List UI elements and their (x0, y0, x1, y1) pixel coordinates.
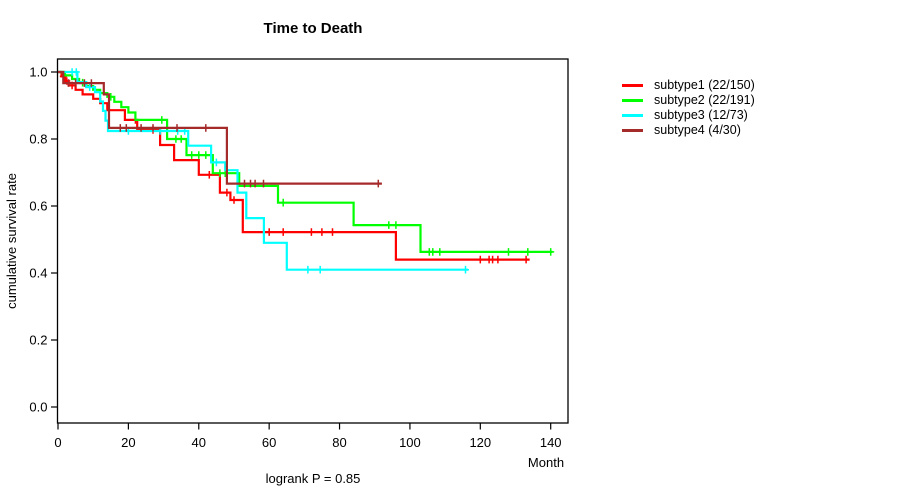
x-tick-label: 120 (469, 435, 491, 450)
legend-item-subtype1: subtype1 (22/150) (622, 78, 755, 93)
y-axis-label: cumulative survival rate (4, 173, 19, 309)
x-tick-label: 0 (54, 435, 61, 450)
logrank-annotation: logrank P = 0.85 (266, 471, 361, 486)
legend-swatch (622, 99, 643, 102)
censor-marks-subtype2 (79, 78, 555, 256)
y-tick-label: 0.8 (29, 132, 47, 147)
x-tick-label: 20 (121, 435, 135, 450)
y-tick-label: 0.0 (29, 400, 47, 415)
legend-item-subtype4: subtype4 (4/30) (622, 123, 755, 138)
x-tick-label: 140 (540, 435, 562, 450)
legend-label: subtype3 (12/73) (654, 108, 748, 122)
plot-box (56, 58, 569, 424)
survival-curves (58, 68, 555, 274)
legend-item-subtype3: subtype3 (12/73) (622, 108, 755, 123)
y-tick-label: 0.4 (29, 266, 47, 281)
x-tick-label: 100 (399, 435, 421, 450)
legend-swatch (622, 129, 643, 132)
y-tick-label: 0.6 (29, 199, 47, 214)
survival-curve-subtype2 (58, 70, 553, 253)
chart-title: Time to Death (264, 20, 363, 37)
legend-swatch (622, 114, 643, 117)
y-tick-label: 1.0 (29, 65, 47, 80)
x-tick-label: 80 (332, 435, 346, 450)
legend-swatch (622, 84, 643, 87)
x-tick-label: 40 (192, 435, 206, 450)
censor-marks-subtype4 (65, 79, 382, 188)
plot-frame: 0 20 40 60 80 100 120 140 0.0 0.2 0.4 0.6 0.8 1.0 (29, 58, 569, 450)
legend-item-subtype2: subtype2 (22/191) (622, 93, 755, 108)
legend: subtype1 (22/150) subtype2 (22/191) subtyp… (622, 78, 755, 138)
legend-label: subtype4 (4/30) (654, 123, 741, 137)
survival-curve-subtype4 (58, 70, 382, 185)
x-axis-label: Month (528, 455, 564, 470)
x-tick-label: 60 (262, 435, 276, 450)
censor-marks-subtype3 (68, 68, 469, 274)
survival-curve-subtype3 (58, 70, 468, 271)
y-tick-label: 0.2 (29, 333, 47, 348)
censor-marks-subtype1 (59, 72, 530, 264)
survival-curve-subtype1 (58, 70, 530, 261)
legend-label: subtype2 (22/191) (654, 93, 755, 107)
legend-label: subtype1 (22/150) (654, 78, 755, 92)
